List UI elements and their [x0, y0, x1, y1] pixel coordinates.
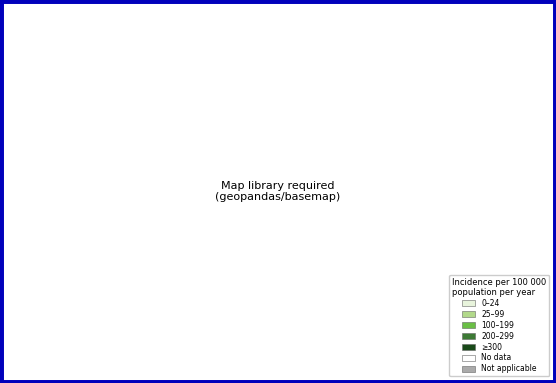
Legend: 0–24, 25–99, 100–199, 200–299, ≥300, No data, Not applicable: 0–24, 25–99, 100–199, 200–299, ≥300, No … — [449, 275, 549, 376]
Text: Map library required
(geopandas/basemap): Map library required (geopandas/basemap) — [215, 181, 341, 202]
